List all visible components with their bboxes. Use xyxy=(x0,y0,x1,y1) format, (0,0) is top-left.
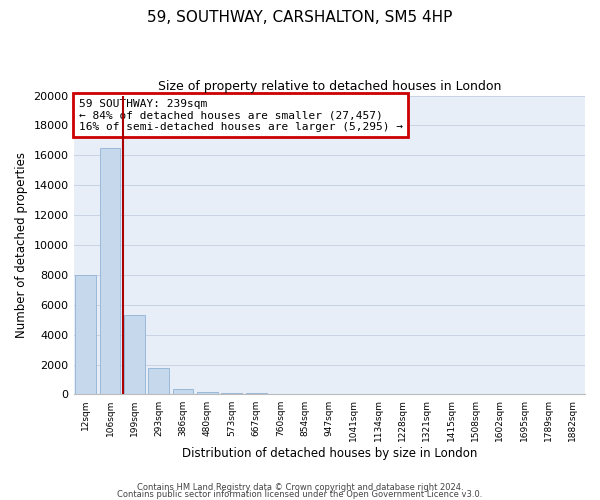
Text: Contains public sector information licensed under the Open Government Licence v3: Contains public sector information licen… xyxy=(118,490,482,499)
Text: 59, SOUTHWAY, CARSHALTON, SM5 4HP: 59, SOUTHWAY, CARSHALTON, SM5 4HP xyxy=(148,10,452,25)
Bar xyxy=(221,392,242,394)
Bar xyxy=(100,148,121,394)
Text: 59 SOUTHWAY: 239sqm
← 84% of detached houses are smaller (27,457)
16% of semi-de: 59 SOUTHWAY: 239sqm ← 84% of detached ho… xyxy=(79,98,403,132)
Bar xyxy=(76,275,96,394)
Bar xyxy=(148,368,169,394)
Bar xyxy=(197,392,218,394)
Title: Size of property relative to detached houses in London: Size of property relative to detached ho… xyxy=(158,80,501,93)
Y-axis label: Number of detached properties: Number of detached properties xyxy=(15,152,28,338)
Bar xyxy=(124,315,145,394)
X-axis label: Distribution of detached houses by size in London: Distribution of detached houses by size … xyxy=(182,447,477,460)
Bar xyxy=(173,389,193,394)
Text: Contains HM Land Registry data © Crown copyright and database right 2024.: Contains HM Land Registry data © Crown c… xyxy=(137,484,463,492)
